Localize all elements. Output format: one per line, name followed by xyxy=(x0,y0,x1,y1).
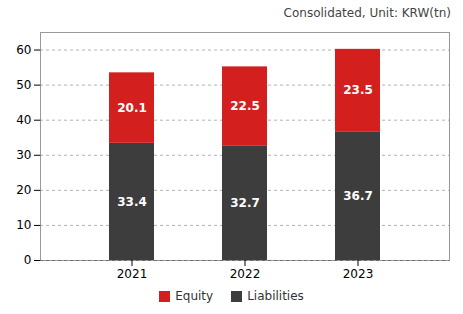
svg-text:2021: 2021 xyxy=(117,267,148,281)
svg-text:36.7: 36.7 xyxy=(343,189,373,203)
svg-text:40: 40 xyxy=(16,113,31,127)
svg-text:2023: 2023 xyxy=(343,267,374,281)
html-text:Consolidated, Unit: KRW(tn): Consolidated, Unit: KRW(tn) xyxy=(283,6,451,20)
svg-text:50: 50 xyxy=(16,78,31,92)
html-text:Liabilities: Liabilities xyxy=(247,289,304,303)
html-text:Equity: Equity xyxy=(175,289,214,303)
svg-text:20.1: 20.1 xyxy=(117,101,147,115)
svg-text:33.4: 33.4 xyxy=(117,195,147,209)
svg-text:0: 0 xyxy=(24,253,32,267)
svg-text:32.7: 32.7 xyxy=(230,196,260,210)
svg-text:2022: 2022 xyxy=(230,267,261,281)
svg-text:23.5: 23.5 xyxy=(343,83,373,97)
svg-text:60: 60 xyxy=(16,43,31,57)
svg-text:22.5: 22.5 xyxy=(230,99,260,113)
svg-text:10: 10 xyxy=(16,218,31,232)
svg-text:20: 20 xyxy=(16,183,31,197)
svg-text:30: 30 xyxy=(16,148,31,162)
